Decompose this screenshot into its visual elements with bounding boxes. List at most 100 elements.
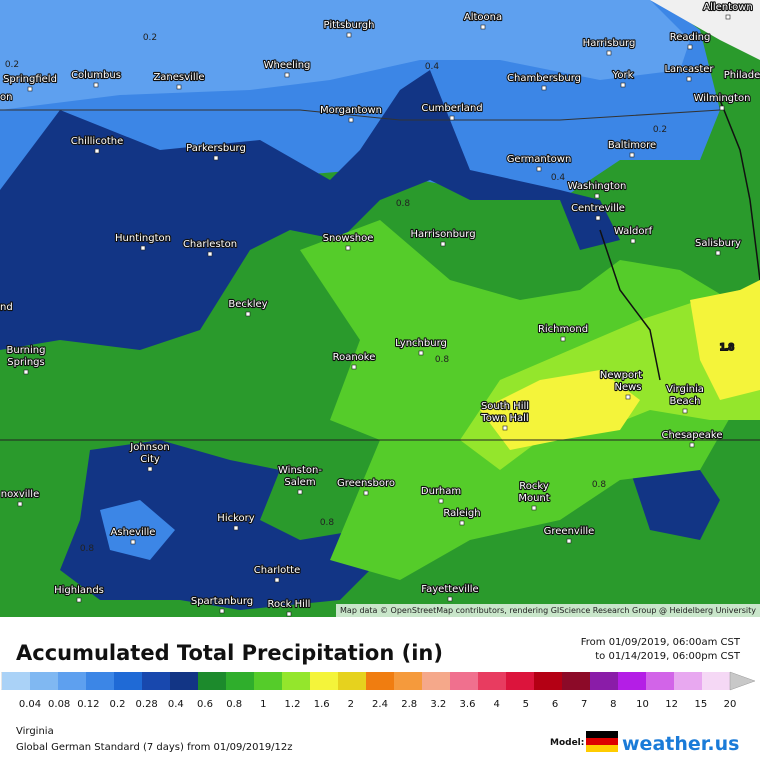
legend-swatch (2, 672, 30, 690)
legend-swatch (506, 672, 534, 690)
city-label: Centreville (571, 203, 625, 214)
light-blue-band (0, 0, 690, 110)
city-dot (284, 72, 290, 78)
city-label: Lynchburg (395, 338, 447, 349)
city-label: City (140, 454, 160, 465)
city-dot (140, 245, 146, 251)
legend-swatch (562, 672, 590, 690)
city-dot (351, 364, 357, 370)
yellow-southhill (480, 370, 640, 450)
city-label: Durham (421, 486, 461, 497)
city-dot (594, 193, 600, 199)
city-dot (297, 489, 303, 495)
city-label: Pittsburgh (324, 20, 375, 31)
city-label: Wheeling (264, 60, 311, 71)
city-label: Chambersburg (507, 73, 581, 84)
city-label: Burning (7, 345, 46, 356)
city-label: Johnson (129, 442, 169, 453)
region: Virginia (16, 726, 54, 737)
city-dot (233, 525, 239, 531)
city-label: noxville (1, 489, 39, 500)
city-label: Salisbury (695, 238, 741, 249)
city-label: Virginia (666, 384, 704, 395)
city-dot (363, 490, 369, 496)
legend-label: 0.04 (19, 699, 41, 710)
legend-label: 3.2 (430, 699, 446, 710)
city-dot (245, 311, 251, 317)
city-dot (207, 251, 213, 257)
city-label: Baltimore (608, 140, 656, 151)
legend-label: 0.8 (226, 699, 242, 710)
city-label: Rock Hill (268, 599, 311, 610)
city-label: York (612, 70, 634, 81)
legend-swatch (30, 672, 58, 690)
city-label: Rocky (519, 481, 549, 492)
city-dot (345, 245, 351, 251)
blue-asheville (100, 500, 175, 560)
contour-label: 0.2 (5, 60, 19, 70)
date-from: From 01/09/2019, 06:00am CST (581, 637, 741, 648)
contour-label: 0.8 (80, 544, 95, 554)
legend-label: 0.4 (168, 699, 184, 710)
legend-swatch (366, 672, 394, 690)
contour-label: 0.2 (143, 33, 157, 43)
model-line: Global German Standard (7 days) from 01/… (16, 742, 293, 753)
dark-blue-region (0, 70, 620, 350)
legend-label: 5 (523, 699, 529, 710)
legend-swatch (618, 672, 646, 690)
flag-black (586, 731, 618, 738)
legend-arrow-right (729, 671, 756, 691)
legend-label: 2.4 (372, 699, 388, 710)
legend-label: 6 (552, 699, 558, 710)
city-dot (566, 538, 572, 544)
city-label: Charleston (183, 239, 237, 250)
city-dot (459, 520, 465, 526)
legend-swatch (310, 672, 338, 690)
legend-swatch (534, 672, 562, 690)
legend-swatch (646, 672, 674, 690)
legend-label: 1.2 (285, 699, 301, 710)
city-dot (595, 215, 601, 221)
legend-swatch (422, 672, 450, 690)
city-label: Philade (724, 70, 760, 81)
legend-label: 1 (260, 699, 266, 710)
city-label: Cumberland (421, 103, 482, 114)
city-label: Hickory (217, 513, 254, 524)
city-label: Town Hall (480, 413, 528, 424)
city-dot (536, 166, 542, 172)
city-label: on (0, 92, 12, 103)
city-dot (147, 466, 153, 472)
city-label: Wilmington (694, 93, 751, 104)
city-dot (176, 84, 182, 90)
legend-label: 0.2 (110, 699, 126, 710)
city-dot (687, 44, 693, 50)
city-dot (286, 611, 292, 617)
city-label: Roanoke (333, 352, 376, 363)
city-label: Reading (670, 32, 711, 43)
legend-swatch (450, 672, 478, 690)
yellow-coast (690, 280, 760, 400)
brand: weather.us (622, 733, 739, 755)
bay-shore (599, 229, 661, 381)
city-dot (606, 50, 612, 56)
legend-label: 3.6 (460, 699, 476, 710)
legend-label: 0.12 (77, 699, 99, 710)
contour-label: 0.8 (320, 518, 335, 528)
city-label: Mount (518, 493, 549, 504)
city-label: Winston- (278, 465, 322, 476)
city-label: Highlands (54, 585, 104, 596)
city-dot (219, 608, 225, 614)
city-label: Harrisonburg (410, 229, 475, 240)
attribution: Map data © OpenStreetMap contributors, r… (340, 606, 756, 615)
city-label: Zanesville (153, 72, 204, 83)
legend-label: 0.28 (136, 699, 158, 710)
legend-label: 2.8 (401, 699, 417, 710)
legend-label: 12 (665, 699, 678, 710)
city-dot (625, 394, 631, 400)
legend-label: 20 (724, 699, 737, 710)
city-label: Springfield (3, 74, 57, 85)
city-label: Newport (600, 370, 642, 381)
city-dot (630, 238, 636, 244)
legend-swatch (394, 672, 422, 690)
city-dot (719, 105, 725, 111)
